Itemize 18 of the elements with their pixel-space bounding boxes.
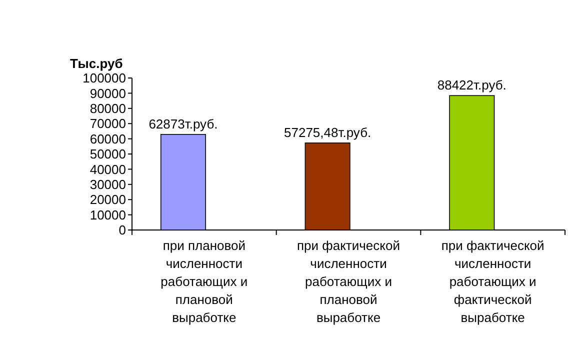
data-label: 88422т.руб. <box>437 78 506 93</box>
y-axis-title: Тыс.руб <box>70 56 123 71</box>
y-tick-label: 0 <box>118 222 126 238</box>
y-tick-label: 90000 <box>90 86 126 101</box>
y-tick-label: 40000 <box>90 162 126 177</box>
x-tick-label: при фактической численности работающих и фактической выработке <box>441 238 544 325</box>
x-tick-label: при фактической численности работающих и плановой выработке <box>297 238 400 325</box>
x-tick-label: при плановой численности работающих и плановой выработке <box>160 238 248 325</box>
y-tick-label: 10000 <box>90 207 126 222</box>
y-tick-label: 80000 <box>90 100 126 116</box>
y-tick-label: 60000 <box>90 131 126 146</box>
y-tick-label: 100000 <box>82 70 126 86</box>
y-tick-label: 30000 <box>90 176 126 192</box>
data-label: 57275,48т.руб. <box>284 124 372 140</box>
data-label: 62873т.руб. <box>148 116 218 132</box>
y-tick-label: 70000 <box>90 116 126 132</box>
y-tick-label: 20000 <box>90 192 126 208</box>
y-tick-label: 50000 <box>90 146 126 162</box>
